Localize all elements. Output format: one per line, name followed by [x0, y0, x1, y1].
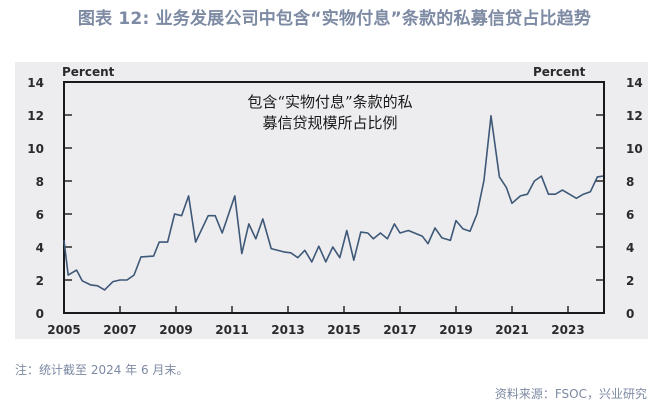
x-tick-label: 2009 [159, 323, 192, 337]
y-tick-label-right: 6 [626, 208, 634, 222]
y-tick-label-left: 6 [36, 208, 44, 222]
x-tick-label: 2019 [439, 323, 472, 337]
y-tick-label-left: 8 [36, 175, 44, 189]
chart-title: 图表 12: 业务发展公司中包含“实物付息”条款的私募信贷占比趋势 [77, 9, 592, 29]
y-tick-label-left: 12 [27, 109, 44, 123]
y-tick-label-left: 14 [27, 76, 44, 90]
y-tick-label-right: 10 [626, 142, 643, 156]
source-note: 资料来源：FSOC，兴业研究 [494, 387, 647, 401]
x-tick-label: 2007 [103, 323, 136, 337]
x-tick-label: 2023 [551, 323, 584, 337]
left-unit-label: Percent [62, 65, 115, 79]
plot-frame [63, 81, 605, 314]
y-tick-label-right: 8 [626, 175, 634, 189]
y-tick-label-left: 10 [27, 142, 44, 156]
y-tick-label-left: 2 [36, 274, 44, 288]
right-unit-label: Percent [533, 65, 586, 79]
y-tick-label-right: 14 [626, 76, 643, 90]
x-tick-label: 2013 [271, 323, 304, 337]
y-tick-label-left: 0 [36, 307, 44, 321]
chart-panel [15, 62, 648, 339]
chart-annotation: 包含“实物付息”条款的私 募信贷规模所占比例 [200, 92, 460, 134]
y-tick-label-left: 4 [36, 241, 44, 255]
y-tick-label-right: 2 [626, 274, 634, 288]
annotation-line-1: 包含“实物付息”条款的私 [247, 93, 413, 111]
y-tick-label-right: 12 [626, 109, 643, 123]
x-tick-label: 2021 [495, 323, 528, 337]
series-line [63, 115, 604, 291]
footnote: 注：统计截至 2024 年 6 月末。 [15, 363, 189, 377]
chart-axes: 0 0 2 2 4 4 6 6 8 8 10 10 12 12 14 14 2005 2007 2009 2011 20… [27, 76, 642, 337]
y-tick-label-right: 4 [626, 241, 634, 255]
x-tick-label: 2017 [383, 323, 416, 337]
x-tick-label: 2005 [47, 323, 80, 337]
annotation-line-2: 募信贷规模所占比例 [262, 114, 398, 132]
x-tick-label: 2011 [215, 323, 248, 337]
x-tick-label: 2015 [327, 323, 360, 337]
y-tick-label-right: 0 [626, 307, 634, 321]
